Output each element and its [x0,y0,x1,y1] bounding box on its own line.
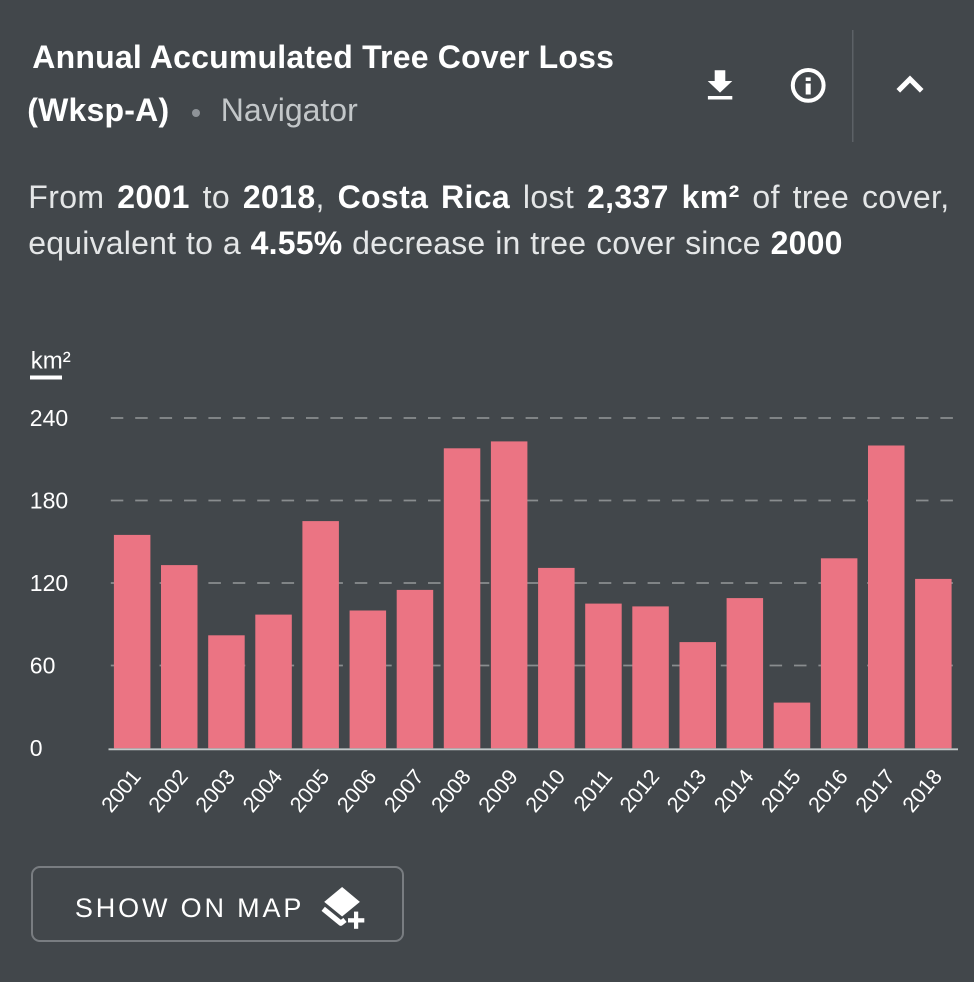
svg-text:2016: 2016 [804,765,853,817]
svg-text:2014: 2014 [709,765,758,817]
svg-text:60: 60 [30,652,56,678]
svg-text:2008: 2008 [427,765,476,817]
svg-text:2012: 2012 [615,765,664,817]
svg-text:180: 180 [30,487,68,513]
svg-text:2018: 2018 [898,765,947,817]
svg-text:2010: 2010 [521,765,570,817]
svg-text:2009: 2009 [474,765,523,817]
svg-text:2017: 2017 [851,765,900,817]
svg-text:120: 120 [30,570,68,596]
svg-text:2001: 2001 [97,765,146,817]
svg-text:2002: 2002 [144,765,193,817]
svg-text:0: 0 [30,735,43,761]
svg-text:2003: 2003 [191,765,240,817]
svg-text:2005: 2005 [285,765,334,817]
svg-text:2007: 2007 [379,765,428,817]
svg-text:2006: 2006 [332,765,381,817]
svg-text:2013: 2013 [662,765,711,817]
svg-text:km²: km² [31,347,71,374]
svg-text:2015: 2015 [756,765,805,817]
svg-text:240: 240 [30,405,68,431]
svg-text:2004: 2004 [238,765,287,817]
svg-text:2011: 2011 [569,765,617,816]
